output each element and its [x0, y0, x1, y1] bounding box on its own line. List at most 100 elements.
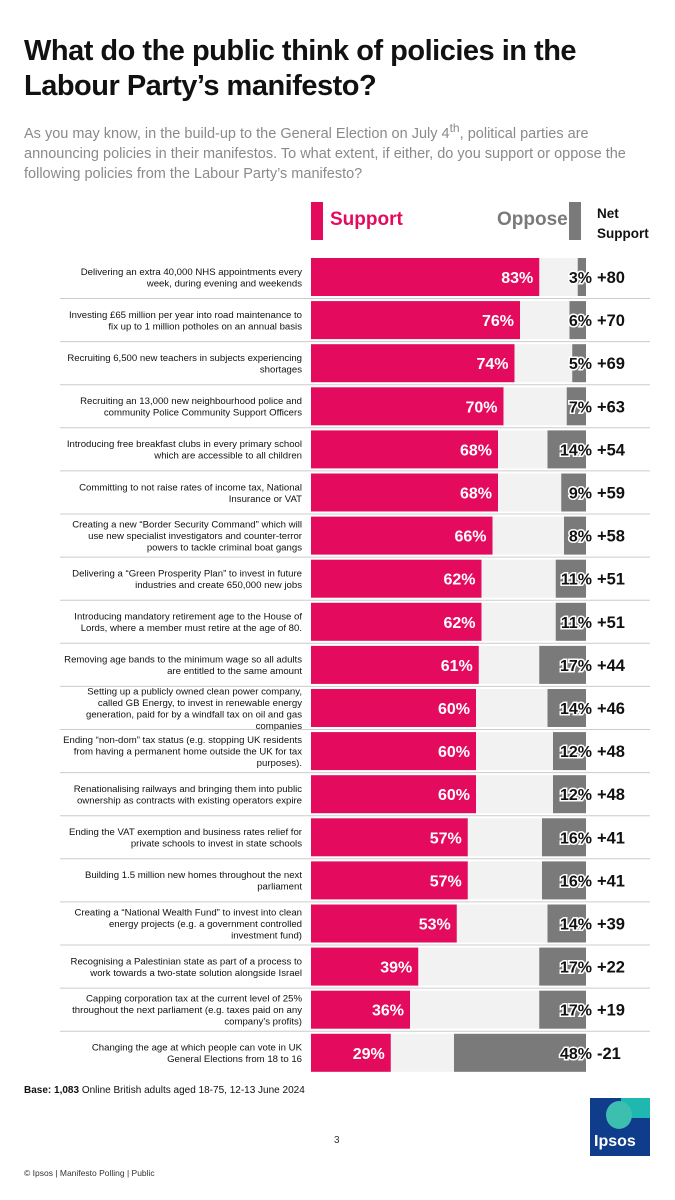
oppose-bar	[555, 559, 586, 598]
oppose-value-label: 14%	[560, 917, 592, 934]
base-label: Base: 1,083	[24, 1085, 80, 1096]
support-value-label: 62%	[443, 572, 475, 589]
oppose-bar	[561, 473, 586, 512]
policy-support-chart: 83% 3% +80 Delivering an extra 40,000 NHS a…	[60, 258, 650, 1072]
oppose-value-label: 12%	[560, 787, 592, 804]
oppose-value-label: 48%	[560, 1046, 592, 1063]
oppose-value-label: 9%	[569, 486, 592, 503]
support-value-label: 76%	[482, 313, 514, 330]
support-bar	[311, 258, 540, 296]
oppose-value-label: 5%	[569, 356, 592, 373]
net-support-value: +70	[597, 312, 625, 330]
support-bar	[311, 430, 498, 469]
oppose-value-label: 11%	[561, 615, 592, 632]
net-support-value: +41	[597, 872, 625, 890]
net-support-value: +46	[597, 700, 625, 718]
net-support-value: +69	[597, 355, 625, 373]
net-support-value: +39	[597, 916, 625, 934]
support-value-label: 60%	[438, 744, 470, 761]
support-bar	[311, 301, 520, 340]
support-bar	[311, 645, 479, 684]
footer-text: © Ipsos | Manifesto Polling | Public	[24, 1168, 155, 1178]
subtitle-part-2: , political parties are announcing polic…	[24, 125, 626, 182]
category-label: Ending “non-dom” tax status (e.g. stoppi…	[63, 735, 302, 769]
net-support-value: +48	[597, 743, 625, 761]
support-bar	[311, 990, 410, 1029]
base-text: Online British adults aged 18-75, 12-13 …	[79, 1085, 305, 1096]
category-label: Recruiting 6,500 new teachers in subject…	[67, 353, 302, 376]
support-bar	[311, 861, 468, 900]
support-value-label: 57%	[430, 873, 462, 890]
support-value-label: 74%	[476, 356, 508, 373]
net-support-value: +41	[597, 829, 625, 847]
oppose-value-label: 14%	[560, 442, 592, 459]
legend-net-support: Net Support	[597, 204, 649, 244]
support-value-label: 60%	[438, 701, 470, 718]
support-bar	[311, 473, 498, 512]
support-value-label: 57%	[430, 830, 462, 847]
support-value-label: 53%	[419, 917, 451, 934]
category-label: Building 1.5 million new homes throughou…	[85, 870, 302, 893]
oppose-value-label: 11%	[561, 572, 592, 589]
oppose-bar	[569, 301, 586, 340]
support-bar	[311, 344, 515, 383]
support-value-label: 66%	[454, 529, 486, 546]
oppose-value-label: 7%	[569, 399, 592, 416]
base-note: Base: 1,083 Online British adults aged 1…	[24, 1085, 305, 1096]
category-label: Removing age bands to the minimum wage s…	[64, 655, 302, 678]
oppose-bar	[542, 861, 586, 900]
legend-net-line-1: Net	[597, 206, 619, 221]
support-bar	[311, 775, 476, 814]
support-bar	[311, 689, 476, 727]
oppose-bar	[564, 516, 586, 555]
oppose-value-label: 17%	[560, 1003, 592, 1020]
oppose-value-label: 14%	[560, 701, 592, 718]
support-value-label: 62%	[443, 615, 475, 632]
category-label: Setting up a publicly owned clean power …	[86, 686, 302, 732]
category-label: Delivering a “Green Prosperity Plan” to …	[72, 568, 302, 591]
legend-oppose-label: Oppose	[497, 209, 568, 230]
support-bar	[311, 904, 457, 943]
oppose-bar	[553, 775, 586, 814]
support-value-label: 29%	[353, 1046, 385, 1063]
net-support-value: +22	[597, 959, 625, 977]
category-label: Creating a “National Wealth Fund” to inv…	[74, 908, 302, 942]
oppose-bar	[539, 947, 586, 986]
support-bar	[311, 947, 419, 986]
category-label: Creating a new “Border Security Command”…	[72, 520, 303, 554]
support-bar	[311, 387, 504, 426]
category-label: Capping corporation tax at the current l…	[72, 994, 302, 1028]
oppose-value-label: 6%	[569, 313, 592, 330]
oppose-value-label: 16%	[560, 873, 592, 890]
net-support-value: -21	[597, 1045, 621, 1063]
ipsos-logo-mark	[606, 1101, 632, 1129]
chart-subtitle: As you may know, in the build-up to the …	[24, 118, 644, 184]
support-value-label: 60%	[438, 787, 470, 804]
ipsos-logo-text: Ipsos	[594, 1133, 636, 1150]
net-support-value: +54	[597, 441, 626, 459]
support-bar	[311, 559, 482, 598]
oppose-value-label: 8%	[569, 529, 592, 546]
oppose-bar	[454, 1033, 586, 1072]
oppose-value-label: 16%	[560, 830, 592, 847]
category-label: Recruiting an 13,000 new neighbourhood p…	[80, 396, 302, 419]
net-support-value: +58	[597, 528, 625, 546]
oppose-value-label: 17%	[560, 960, 592, 977]
support-bar	[311, 732, 476, 771]
net-support-value: +63	[597, 398, 625, 416]
oppose-value-label: 12%	[560, 744, 592, 761]
net-support-value: +59	[597, 485, 625, 503]
oppose-bar	[572, 344, 586, 383]
category-label: Delivering an extra 40,000 NHS appointme…	[81, 267, 303, 290]
support-bar	[311, 516, 493, 555]
category-label: Introducing free breakfast clubs in ever…	[67, 439, 302, 462]
page-number: 3	[334, 1135, 340, 1146]
legend-net-line-2: Support	[597, 226, 649, 241]
net-support-value: +51	[597, 614, 625, 632]
oppose-bar	[553, 732, 586, 771]
support-value-label: 68%	[460, 486, 492, 503]
chart-title: What do the public think of policies in …	[24, 35, 577, 102]
net-support-value: +51	[597, 571, 625, 589]
legend-oppose-swatch	[569, 202, 581, 240]
support-value-label: 68%	[460, 442, 492, 459]
